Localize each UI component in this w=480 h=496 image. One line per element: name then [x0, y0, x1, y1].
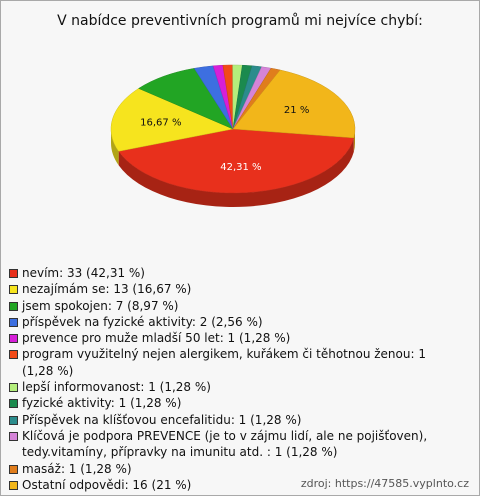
slice-label: 16,67 % — [140, 118, 181, 129]
legend-item: program využitelný nejen alergikem, kuřá… — [9, 346, 449, 379]
legend-item: nevím: 33 (42,31 %) — [9, 265, 449, 281]
legend-item: jsem spokojen: 7 (8,97 %) — [9, 298, 449, 314]
pie-area: V nabídce preventivních programů mi nejv… — [57, 13, 423, 207]
legend-swatch — [9, 415, 18, 425]
legend-item: fyzické aktivity: 1 (1,28 %) — [9, 395, 449, 411]
legend-item: příspěvek na fyzické aktivity: 2 (2,56 %… — [9, 314, 449, 330]
legend-label: jsem spokojen: 7 (8,97 %) — [22, 298, 179, 313]
legend-swatch — [9, 464, 18, 474]
legend-item: nezajímám se: 13 (16,67 %) — [9, 281, 449, 297]
legend-swatch — [9, 301, 18, 311]
slice-side — [111, 129, 119, 166]
legend-label: Příspěvek na klíšťovou encefalitidu: 1 (… — [22, 412, 302, 427]
legend-swatch — [9, 317, 18, 327]
legend-label: Klíčová je podpora PREVENCE (je to v záj… — [22, 428, 428, 460]
legend-swatch — [9, 334, 18, 344]
legend-label: prevence pro muže mladší 50 let: 1 (1,28… — [22, 331, 291, 346]
legend-item: prevence pro muže mladší 50 let: 1 (1,28… — [9, 330, 449, 346]
legend-swatch — [9, 480, 18, 490]
legend-label: fyzické aktivity: 1 (1,28 %) — [22, 396, 182, 411]
legend-label: program využitelný nejen alergikem, kuřá… — [22, 347, 426, 378]
legend-label: nevím: 33 (42,31 %) — [22, 266, 145, 280]
legend-swatch — [9, 383, 18, 393]
legend: nevím: 33 (42,31 %) nezajímám se: 13 (16,… — [9, 265, 449, 493]
legend-swatch — [9, 399, 18, 409]
legend-item: lepší informovanost: 1 (1,28 %) — [9, 379, 449, 395]
legend-label: Ostatní odpovědi: 16 (21 %) — [22, 477, 192, 492]
slice-label: 21 % — [284, 105, 309, 116]
chart-title: V nabídce preventivních programů mi nejv… — [57, 13, 423, 29]
legend-swatch — [9, 431, 18, 441]
legend-swatch — [9, 350, 18, 360]
legend-item: masáž: 1 (1,28 %) — [9, 461, 449, 477]
source: zdroj: https://47585.vyplnto.cz — [300, 477, 469, 490]
legend-label: příspěvek na fyzické aktivity: 2 (2,56 %… — [22, 314, 263, 329]
legend-swatch — [9, 285, 18, 295]
legend-item: Příspěvek na klíšťovou encefalitidu: 1 (… — [9, 412, 449, 428]
slice-side — [118, 137, 354, 207]
legend-label: masáž: 1 (1,28 %) — [22, 461, 132, 476]
legend-swatch — [9, 269, 18, 278]
legend-item: Ostatní odpovědi: 16 (21 %) — [9, 477, 449, 493]
legend-label: nezajímám se: 13 (16,67 %) — [22, 282, 192, 297]
slice-label: 42,31 % — [220, 162, 261, 173]
legend-label: lepší informovanost: 1 (1,28 %) — [22, 380, 211, 395]
slice — [118, 128, 355, 194]
slice — [232, 69, 356, 139]
legend-item: Klíčová je podpora PREVENCE (je to v záj… — [9, 428, 449, 461]
slice — [110, 88, 234, 152]
